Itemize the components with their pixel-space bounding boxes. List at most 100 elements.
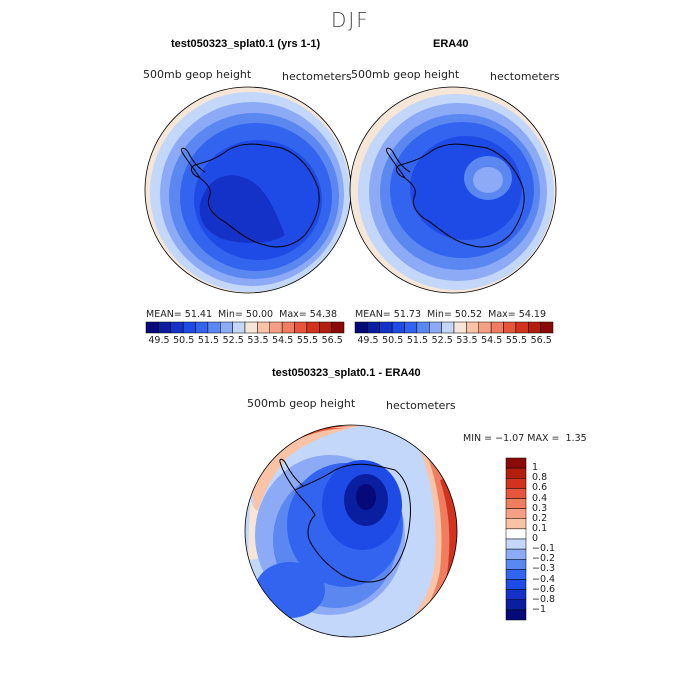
colorbar3-tick-label: −0.4 [532, 573, 556, 585]
colorbar3-swatch-2 [505, 478, 527, 489]
panel2-stats: MEAN= 51.73 Min= 50.52 Max= 54.19 [355, 309, 546, 320]
colorbar2-swatch-15 [540, 321, 554, 334]
panel3-max-value: 1.35 [565, 433, 587, 444]
colorbar3-swatch-10 [505, 559, 527, 570]
panel2-min-value: 50.52 [454, 309, 483, 320]
colorbar3-swatch-11 [505, 569, 527, 580]
colorbar3-swatch-12 [505, 579, 527, 590]
panel1-max-value: 54.38 [309, 309, 337, 320]
colorbar3-swatch-0 [505, 457, 527, 469]
panel2-max-value: 54.19 [518, 309, 546, 320]
colorbar3-swatch-6 [505, 518, 527, 530]
panel3-min-value: −1.07 [495, 433, 525, 444]
colorbar3-tick-label: 0.2 [532, 512, 548, 524]
colorbar3-tick-label: 0.1 [532, 522, 548, 534]
colorbar3-swatch-14 [505, 599, 527, 611]
map1-coastline-antarctica [190, 143, 320, 248]
colorbar3-tick-label: −0.2 [532, 553, 556, 565]
map3-level-neg6 [356, 484, 376, 510]
colorbar3-swatch-15 [505, 609, 527, 621]
map3-level-east-high [440, 470, 457, 580]
colorbar3-tick-label: −0.1 [532, 543, 556, 555]
colorbar1-swatch-7 [232, 321, 246, 334]
colorbar-panel1 [145, 321, 345, 334]
colorbar2-swatch-10 [478, 321, 492, 334]
colorbar2-tick-label: 51.5 [406, 335, 429, 346]
panel2-min-label: Min= [427, 309, 452, 320]
panel1-max-label: Max= [279, 309, 307, 320]
colorbar3-swatch-8 [505, 538, 527, 550]
map3-border [244, 424, 458, 638]
colorbar1-tick-label: 49.5 [148, 335, 170, 346]
panel2-units-label: hectometers [490, 70, 560, 83]
colorbar1-swatch-0 [145, 321, 159, 334]
colorbar3-tick-label: 0.4 [532, 492, 548, 504]
colorbar1-swatch-10 [269, 321, 283, 334]
colorbar1-swatch-12 [294, 321, 308, 334]
map3-coastline-peninsula [279, 458, 304, 491]
map-panel2 [350, 87, 556, 293]
colorbar1-swatch-1 [158, 321, 171, 334]
panel1-title: test050323_splat0.1 (yrs 1-1) [171, 38, 321, 50]
colorbar2-swatch-3 [391, 321, 405, 334]
panel1-stats: MEAN= 51.41 Min= 50.00 Max= 54.38 [146, 309, 337, 320]
colorbar3-tick-label: 0 [532, 533, 539, 544]
colorbar1-swatch-3 [182, 321, 196, 334]
colorbar3-tick-label: −0.8 [532, 593, 556, 605]
colorbar2-swatch-13 [515, 321, 529, 334]
panel1-variable-label: 500mb geop height [143, 68, 252, 81]
colorbar2-tick-label: 53.5 [456, 335, 478, 346]
colorbar1-tick-label: 50.5 [173, 335, 195, 346]
colorbar1-swatch-2 [170, 321, 184, 334]
panel2-max-label: Max= [488, 309, 516, 320]
colorbar2-swatch-4 [404, 321, 418, 334]
map2-level-interior-light [473, 167, 503, 193]
colorbar1-swatch-4 [195, 321, 209, 334]
map1-level-blue5 [199, 175, 285, 243]
colorbar2-tick-label: 49.5 [357, 335, 379, 346]
map2-border [349, 86, 557, 294]
colorbar3-tick-label: 0.6 [532, 482, 548, 494]
map2-coastline-peninsula [386, 147, 411, 179]
panel1-mean-value: 51.41 [184, 309, 212, 320]
colorbar1-swatch-13 [306, 321, 320, 334]
map3-coastline-antarctica [294, 463, 411, 583]
colorbar3-swatch-1 [505, 467, 527, 479]
colorbar2-swatch-14 [528, 321, 541, 334]
colorbar2-swatch-6 [429, 321, 442, 334]
colorbar1-tick-label: 54.5 [272, 335, 294, 346]
panel2-variable-label: 500mb geop height [351, 68, 460, 81]
colorbar3-tick-label: −0.3 [532, 563, 556, 575]
colorbar1-tick-label: 51.5 [197, 335, 220, 346]
panel2-mean-value: 51.73 [393, 309, 421, 320]
panel2-mean-label: MEAN= [355, 309, 391, 320]
colorbar1-swatch-11 [281, 321, 295, 334]
colorbar2-swatch-5 [416, 321, 430, 334]
colorbar3-swatch-4 [505, 498, 527, 509]
colorbar1-swatch-14 [319, 321, 332, 334]
colorbar3-swatch-7 [505, 528, 527, 540]
map1-coastline-peninsula [181, 147, 206, 179]
colorbar1-swatch-9 [257, 321, 270, 334]
panel3-variable-label: 500mb geop height [247, 397, 356, 410]
panel3-title: test050323_splat0.1 - ERA40 [272, 367, 421, 379]
colorbar2-swatch-11 [490, 321, 504, 334]
colorbar3-tick-label: −1 [532, 603, 547, 615]
colorbar-panel2 [354, 321, 554, 334]
colorbar2-swatch-2 [379, 321, 393, 334]
colorbar2-tick-label: 56.5 [530, 335, 552, 346]
map-panel1 [145, 87, 351, 293]
colorbar2-tick-label: 55.5 [505, 335, 528, 346]
colorbar2-swatch-0 [354, 321, 368, 334]
colorbar3-swatch-3 [505, 488, 527, 499]
colorbar3-tick-label: 0.3 [532, 502, 548, 514]
colorbar2-tick-label: 54.5 [481, 335, 503, 346]
colorbar1-swatch-5 [207, 321, 221, 334]
map-panel3 [245, 425, 457, 637]
colorbar3-tick-label: 0.8 [532, 472, 548, 484]
colorbar2-swatch-7 [441, 321, 455, 334]
panel3-stats: MIN = −1.07 MAX = 1.35 [463, 433, 587, 444]
panel2-title: ERA40 [433, 38, 469, 50]
colorbar2-swatch-9 [466, 321, 479, 334]
